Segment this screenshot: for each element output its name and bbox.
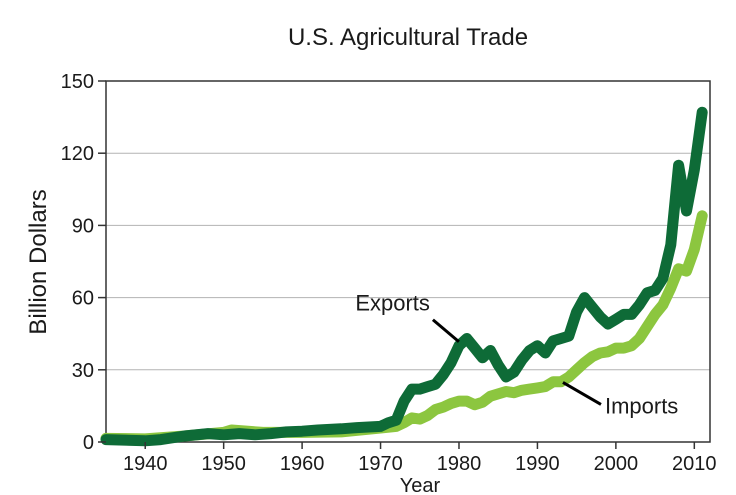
y-tick-label: 120 (61, 143, 94, 165)
y-tick-label: 0 (83, 432, 94, 454)
y-tick-label: 90 (72, 215, 94, 237)
series-layer (100, 106, 708, 447)
chart-title: U.S. Agricultural Trade (288, 24, 528, 51)
x-axis: 1940 1950 1960 1970 1980 1990 2000 2010 (123, 442, 717, 475)
imports-callout-line (562, 381, 602, 406)
gridlines (106, 152, 710, 371)
y-axis-label: Billion Dollars (25, 189, 52, 334)
y-tick-label: 150 (61, 71, 94, 93)
imports-label: Imports (605, 393, 678, 418)
x-tick-label: 1970 (358, 453, 403, 475)
exports-label: Exports (355, 291, 430, 316)
x-tick-label: 2010 (672, 453, 717, 475)
exports-callout-line (431, 318, 460, 343)
series-line-exports (100, 106, 708, 447)
plot-frame (105, 80, 711, 443)
x-tick-label: 1960 (280, 453, 325, 475)
y-axis: 0 30 60 90 120 150 (61, 71, 106, 454)
x-tick-label: 2000 (594, 453, 639, 475)
x-tick-label: 1940 (123, 453, 168, 475)
x-axis-label: Year (400, 475, 441, 495)
x-tick-label: 1980 (437, 453, 482, 475)
y-tick-label: 30 (72, 360, 94, 382)
y-tick-label: 60 (72, 288, 94, 310)
annotations: Exports Imports (355, 291, 678, 419)
x-tick-label: 1950 (201, 453, 246, 475)
x-tick-label: 1990 (515, 453, 560, 475)
